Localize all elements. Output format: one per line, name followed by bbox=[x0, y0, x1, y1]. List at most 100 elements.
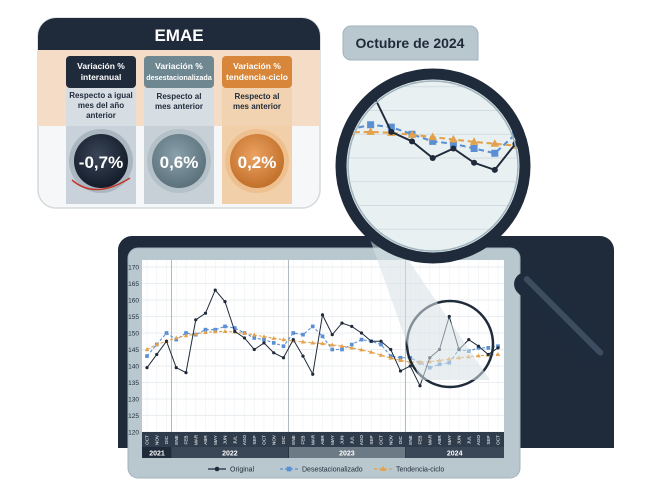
point-desestacionalizado bbox=[184, 331, 188, 335]
point-desestacionalizado bbox=[349, 342, 354, 347]
point-tendencia-lens bbox=[366, 127, 375, 135]
x-tick-label: ABR bbox=[203, 435, 208, 445]
col2-header-line2: desestacionalizada bbox=[146, 73, 213, 82]
x-tick-label: MAY bbox=[213, 435, 218, 445]
value-interanual: -0,7% bbox=[79, 153, 123, 172]
x-tick-label: OCT bbox=[379, 435, 384, 445]
point-tendencia-lens bbox=[553, 144, 562, 152]
point-original bbox=[340, 321, 344, 325]
point-tendencia bbox=[203, 329, 208, 334]
legend-label: Tendencia-ciclo bbox=[396, 467, 444, 474]
point-desestacionalizado-lens bbox=[491, 149, 499, 157]
point-original bbox=[359, 331, 364, 335]
point-tendencia-lens bbox=[469, 137, 479, 145]
point-desestacionalizado-lens bbox=[367, 121, 375, 129]
point-original bbox=[155, 352, 159, 357]
point-original-lens bbox=[637, 122, 643, 128]
point-tendencia bbox=[330, 342, 335, 347]
y-tick-label: 140 bbox=[128, 364, 139, 371]
point-tendencia-lens bbox=[573, 145, 582, 153]
point-tendencia bbox=[281, 337, 286, 342]
x-tick-label: MAR bbox=[193, 434, 198, 445]
point-tendencia bbox=[144, 347, 150, 352]
col3-desc-line2: mes anterior bbox=[233, 102, 281, 111]
x-tick-label: JUN bbox=[340, 436, 345, 445]
point-desestacionalizado-lens bbox=[326, 126, 333, 133]
point-original bbox=[213, 288, 217, 292]
x-axis: OCT NOV DIC ENE FEB MAR ABR MAY JUN JUL AGO SEP OCT N… bbox=[142, 432, 504, 458]
lens-y-tick-label: 155 bbox=[532, 106, 550, 118]
point-original-lens bbox=[533, 164, 539, 170]
col2-desc-line2: mes anterior bbox=[155, 102, 203, 111]
x-tick-label: FEB bbox=[301, 436, 306, 445]
legend: Original Desestacionalizado Tendencia-cicl… bbox=[208, 466, 444, 474]
point-desestacionalizado bbox=[320, 334, 325, 339]
point-tendencia bbox=[495, 352, 501, 357]
point-original bbox=[476, 344, 481, 348]
point-desestacionalizado bbox=[340, 347, 344, 352]
point-original bbox=[301, 354, 305, 358]
point-original bbox=[408, 364, 412, 368]
point-desestacionalizado-lens bbox=[616, 155, 623, 162]
point-original bbox=[311, 372, 315, 376]
y-tick-label: 145 bbox=[128, 347, 139, 354]
point-original bbox=[447, 314, 451, 319]
x-tick-label: ABR bbox=[437, 435, 442, 445]
x-tick-label: JUN bbox=[223, 436, 228, 445]
point-original bbox=[418, 384, 422, 388]
point-tendencia-lens bbox=[594, 147, 603, 155]
point-original-lens bbox=[471, 159, 478, 166]
x-tick-label: JUN bbox=[457, 436, 462, 445]
col2-header-line1: Variación % bbox=[155, 61, 203, 71]
point-tendencia-lens bbox=[407, 130, 417, 138]
point-desestacionalizado bbox=[379, 342, 383, 347]
point-tendencia-lens bbox=[325, 129, 334, 137]
point-tendencia bbox=[252, 332, 257, 337]
point-original bbox=[486, 352, 490, 357]
card-title: EMAE bbox=[154, 26, 203, 45]
x-tick-label: SEP bbox=[369, 435, 374, 444]
point-original-lens bbox=[575, 105, 581, 111]
y-axis: 120 125 130 135 140 145 150 155 160 165 170 bbox=[128, 265, 139, 437]
col1-desc-line2: mes del año bbox=[78, 101, 124, 110]
point-desestacionalizado bbox=[476, 346, 481, 350]
point-desestacionalizado bbox=[145, 354, 149, 358]
point-tendencia-lens bbox=[656, 154, 660, 162]
point-tendencia bbox=[349, 345, 354, 350]
point-tendencia-lens bbox=[635, 151, 644, 159]
x-tick-label: FEB bbox=[418, 436, 423, 445]
x-tick-label: OCT bbox=[145, 435, 150, 445]
legend-marker-desestacionalizado bbox=[286, 466, 292, 472]
x-tick-label: ENE bbox=[291, 435, 296, 444]
x-tick-label: DIC bbox=[398, 435, 403, 444]
value-circle-desestacionalizada bbox=[152, 134, 206, 188]
month-axis-band bbox=[142, 432, 504, 447]
y-tick-label: 150 bbox=[128, 331, 139, 338]
x-tick-label: NOV bbox=[154, 434, 159, 445]
point-tendencia bbox=[222, 328, 228, 333]
x-tick-label: NOV bbox=[388, 434, 393, 445]
magnifier-label-box: Octubre de 2024 bbox=[342, 25, 479, 61]
magnifier-label: Octubre de 2024 bbox=[356, 35, 465, 51]
point-desestacionalizado bbox=[291, 331, 296, 335]
point-original bbox=[262, 341, 266, 345]
point-desestacionalizado-lens bbox=[470, 145, 478, 152]
y-tick-label: 160 bbox=[128, 298, 139, 305]
lens-y-tick-label: 140 bbox=[532, 177, 550, 189]
x-tick-label: NOV bbox=[271, 434, 276, 445]
point-desestacionalizado bbox=[164, 331, 169, 335]
x-tick-label: ENE bbox=[174, 435, 179, 444]
point-desestacionalizado-lens bbox=[553, 121, 560, 128]
point-tendencia-lens bbox=[490, 139, 500, 147]
point-original bbox=[389, 347, 393, 352]
x-tick-label: AGO bbox=[242, 434, 247, 445]
point-desestacionalizado-lens bbox=[595, 155, 602, 162]
col2-desc-line1: Respecto al bbox=[157, 92, 202, 101]
magnifier: 135 140 145 150 155 Octubre de 2024 bbox=[325, 25, 660, 380]
lens-y-tick-label: 150 bbox=[532, 129, 550, 141]
point-tendencia bbox=[213, 329, 218, 334]
point-desestacionalizado-lens bbox=[387, 123, 395, 131]
year-label: 2023 bbox=[339, 451, 355, 458]
x-tick-label: MAY bbox=[447, 435, 452, 445]
